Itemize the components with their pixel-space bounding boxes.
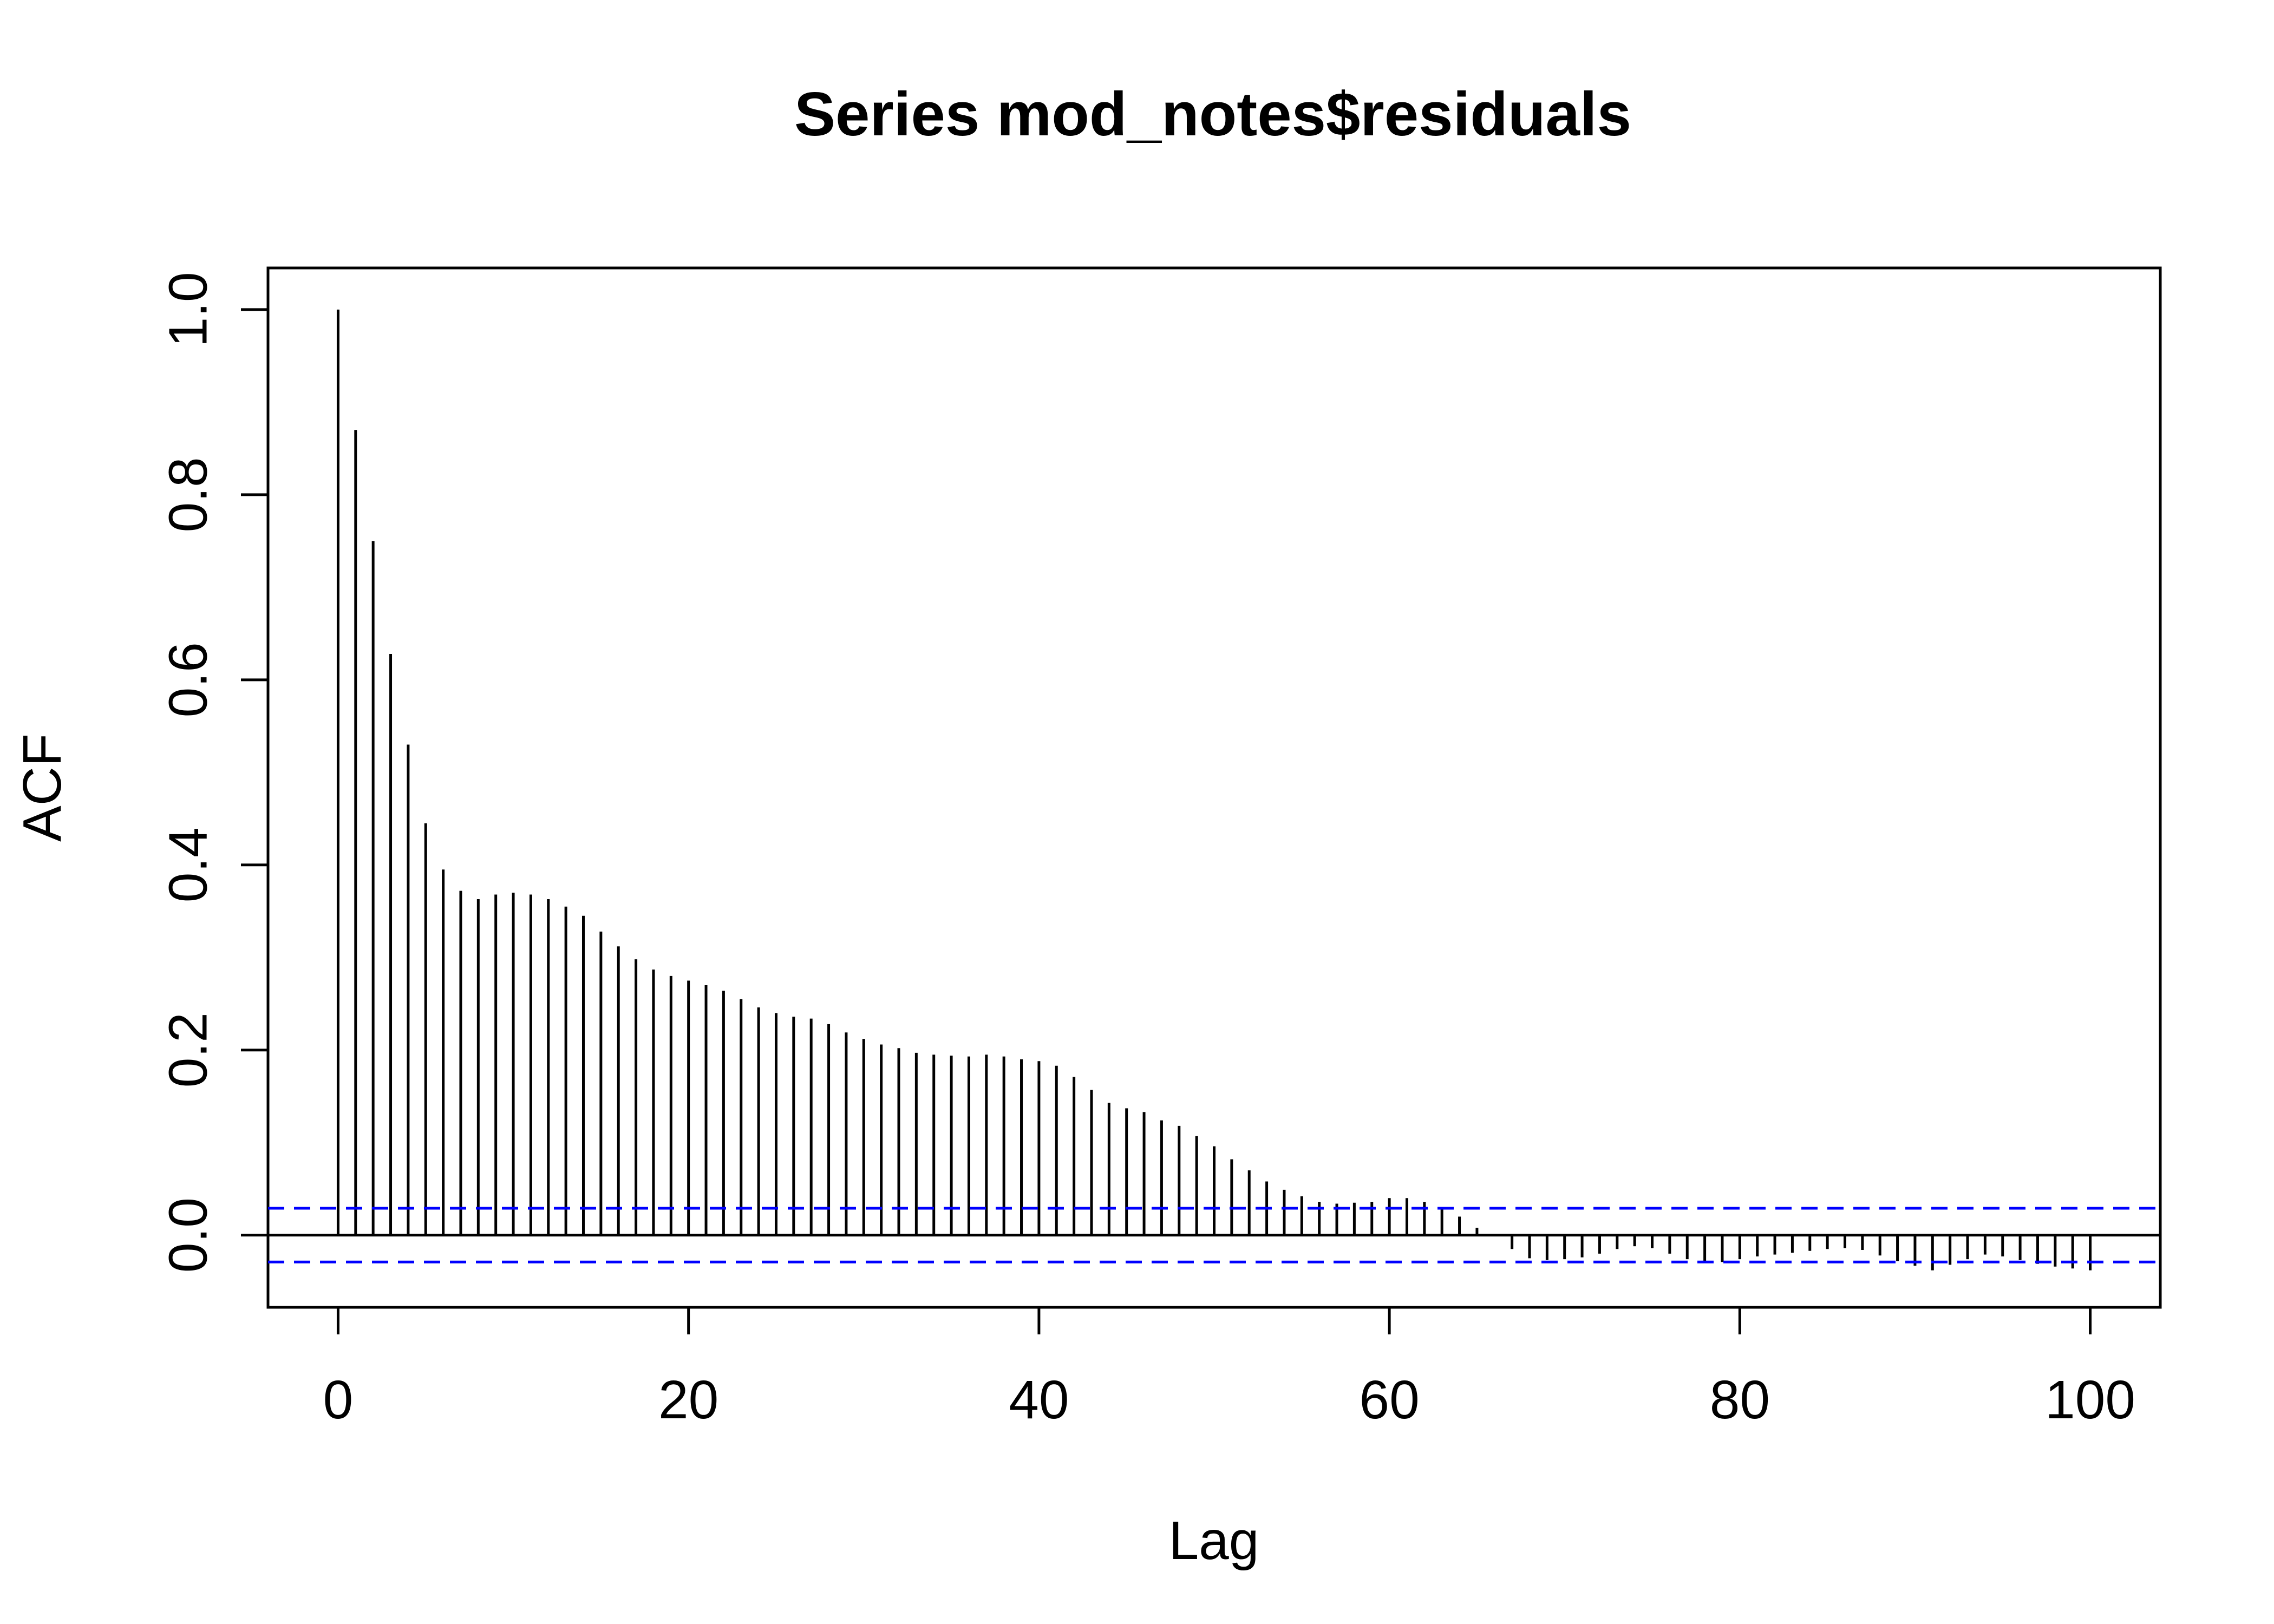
x-axis: 0 20 40 60 80 100 — [323, 1306, 2135, 1430]
acf-bars — [336, 309, 2092, 1271]
chart-title: Series mod_notes$residuals — [794, 80, 1631, 149]
y-tick-label-2: 0.4 — [158, 827, 218, 902]
y-tick-label-4: 0.8 — [158, 457, 218, 532]
y-tick-label-1: 0.2 — [158, 1012, 218, 1088]
x-tick-label-100: 100 — [2045, 1370, 2135, 1430]
x-tick-label-80: 80 — [1710, 1370, 1770, 1430]
y-tick-label-5: 1.0 — [158, 272, 218, 347]
x-tick-label-20: 20 — [658, 1370, 718, 1430]
y-tick-label-0: 0.0 — [158, 1197, 218, 1273]
x-tick-label-40: 40 — [1009, 1370, 1069, 1430]
x-tick-label-60: 60 — [1359, 1370, 1419, 1430]
y-axis-label: ACF — [12, 734, 73, 842]
x-tick-label-0: 0 — [323, 1370, 354, 1430]
y-tick-label-3: 0.6 — [158, 642, 218, 717]
x-axis-label: Lag — [1169, 1510, 1259, 1571]
y-axis: 0.0 0.2 0.4 0.6 0.8 1.0 — [158, 272, 270, 1273]
